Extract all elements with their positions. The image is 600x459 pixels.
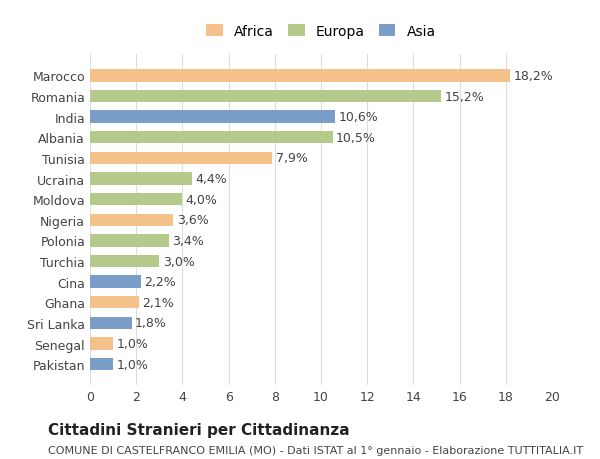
Text: 3,0%: 3,0% bbox=[163, 255, 194, 268]
Bar bbox=[90, 111, 335, 123]
Text: 4,0%: 4,0% bbox=[186, 193, 218, 206]
Bar bbox=[90, 91, 441, 103]
Legend: Africa, Europa, Asia: Africa, Europa, Asia bbox=[201, 19, 441, 44]
Bar bbox=[90, 214, 173, 226]
Text: Cittadini Stranieri per Cittadinanza: Cittadini Stranieri per Cittadinanza bbox=[48, 422, 350, 437]
Text: 1,0%: 1,0% bbox=[116, 337, 148, 350]
Text: 1,0%: 1,0% bbox=[116, 358, 148, 371]
Text: 2,2%: 2,2% bbox=[144, 275, 176, 289]
Text: 15,2%: 15,2% bbox=[445, 90, 484, 103]
Bar bbox=[90, 255, 160, 268]
Bar bbox=[90, 132, 332, 144]
Text: 3,6%: 3,6% bbox=[176, 214, 208, 227]
Text: 18,2%: 18,2% bbox=[514, 70, 554, 83]
Bar bbox=[90, 194, 182, 206]
Bar bbox=[90, 235, 169, 247]
Bar bbox=[90, 276, 141, 288]
Bar bbox=[90, 173, 191, 185]
Bar bbox=[90, 358, 113, 370]
Text: 3,4%: 3,4% bbox=[172, 235, 204, 247]
Text: COMUNE DI CASTELFRANCO EMILIA (MO) - Dati ISTAT al 1° gennaio - Elaborazione TUT: COMUNE DI CASTELFRANCO EMILIA (MO) - Dat… bbox=[48, 445, 583, 455]
Bar bbox=[90, 152, 272, 165]
Bar bbox=[90, 317, 131, 330]
Bar bbox=[90, 338, 113, 350]
Text: 10,5%: 10,5% bbox=[336, 132, 376, 145]
Text: 10,6%: 10,6% bbox=[338, 111, 378, 124]
Text: 2,1%: 2,1% bbox=[142, 296, 174, 309]
Text: 4,4%: 4,4% bbox=[195, 173, 227, 185]
Bar bbox=[90, 297, 139, 309]
Bar bbox=[90, 70, 511, 83]
Text: 7,9%: 7,9% bbox=[276, 152, 308, 165]
Text: 1,8%: 1,8% bbox=[135, 317, 167, 330]
